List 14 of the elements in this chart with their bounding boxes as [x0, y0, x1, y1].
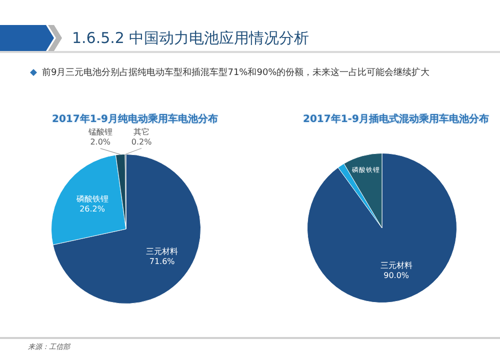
- slice-label: 三元材料: [146, 247, 178, 256]
- chart-title: 2017年1-9月插电式混动乘用车电池分布: [303, 112, 489, 126]
- slice-label: 其它: [134, 127, 150, 136]
- slice-label: 磷酸铁锂: [75, 194, 108, 204]
- data-label: 71.6%: [149, 257, 176, 266]
- data-label: 90.0%: [384, 271, 410, 280]
- chart-title: 2017年1-9月纯电动乘用车电池分布: [52, 112, 218, 126]
- text: 前9月三元电池分别占据纯电动车型和插混车型71%和90%的份额，未来这一占比可能会继续扩大: [42, 66, 430, 79]
- slice-label: 三元材料: [380, 261, 412, 270]
- data-label: 26.2%: [80, 204, 106, 214]
- slice-label: 锰酸锂: [87, 128, 112, 137]
- data-label: 2.0%: [90, 138, 111, 147]
- data-label: 0.2%: [131, 137, 152, 146]
- text: 1.6.5.2 中国动力电池应用情况分析: [72, 29, 310, 48]
